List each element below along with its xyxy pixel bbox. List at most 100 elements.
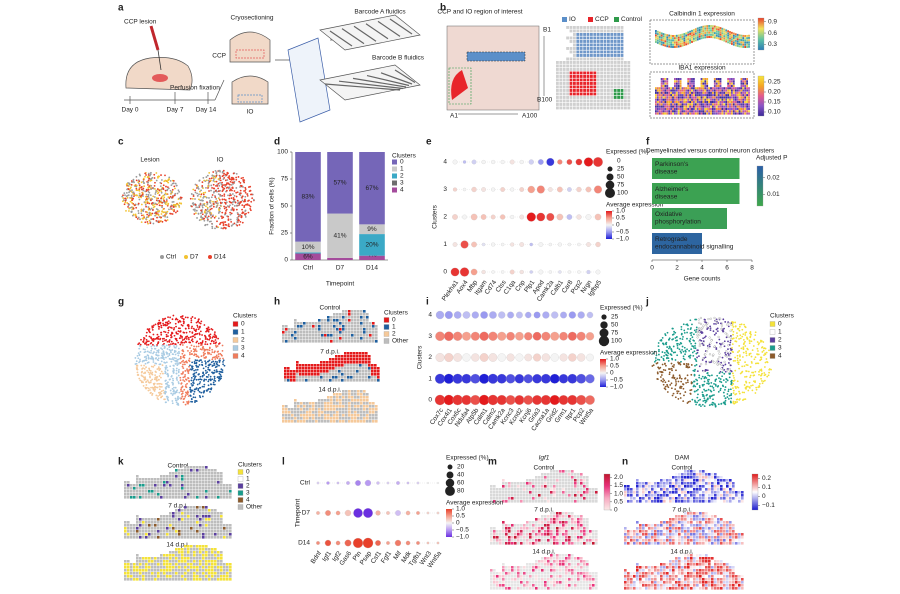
cell-point bbox=[166, 210, 169, 213]
cell-point bbox=[723, 360, 726, 363]
cell-point bbox=[679, 363, 682, 366]
heatmap-spot bbox=[727, 80, 729, 83]
cell-point bbox=[169, 334, 172, 337]
cell-point bbox=[182, 367, 185, 370]
cell-point bbox=[217, 379, 220, 382]
cell-point bbox=[748, 381, 751, 384]
cell-point bbox=[172, 379, 175, 382]
cell-point bbox=[153, 351, 155, 353]
cell-point bbox=[208, 197, 210, 199]
heatmap-spot bbox=[675, 94, 678, 97]
cell-point bbox=[152, 366, 155, 368]
heatmap-spot bbox=[674, 105, 676, 108]
spot bbox=[617, 40, 620, 43]
cell-point bbox=[200, 189, 202, 192]
cell-point bbox=[139, 379, 142, 382]
spot bbox=[300, 334, 303, 337]
cell-point bbox=[153, 347, 156, 350]
cell-point bbox=[235, 208, 238, 211]
spot bbox=[330, 337, 333, 340]
cell-point bbox=[692, 345, 695, 348]
heatmap-spot bbox=[719, 98, 722, 101]
cell-point bbox=[162, 319, 164, 322]
cell-point bbox=[201, 385, 204, 388]
heatmap-spot bbox=[738, 110, 741, 113]
heatmap-spot bbox=[694, 87, 697, 90]
cell-point bbox=[139, 343, 142, 346]
cell-point bbox=[142, 195, 144, 197]
cell-point bbox=[670, 367, 673, 370]
spot bbox=[583, 71, 586, 75]
spot bbox=[348, 319, 351, 322]
cell-point bbox=[188, 365, 190, 368]
cell-point bbox=[162, 372, 164, 375]
spot bbox=[586, 85, 590, 89]
heatmap-spot bbox=[691, 110, 693, 113]
cell-point bbox=[651, 365, 654, 367]
cell-point bbox=[193, 362, 196, 365]
cell-point bbox=[199, 381, 202, 383]
cell-point bbox=[243, 179, 246, 182]
cell-point bbox=[154, 214, 156, 217]
legend-swatch bbox=[232, 337, 239, 343]
spot bbox=[576, 96, 580, 99]
cell-point bbox=[736, 332, 738, 334]
spot bbox=[315, 322, 318, 325]
cell-point bbox=[741, 335, 744, 338]
heatmap-spot bbox=[658, 94, 661, 97]
cell-point bbox=[681, 349, 684, 351]
cell-point bbox=[197, 318, 200, 321]
cell-point bbox=[156, 188, 159, 190]
heatmap-spot bbox=[666, 110, 669, 113]
heatmap-spot bbox=[700, 96, 703, 99]
cell-point bbox=[135, 179, 138, 182]
spot bbox=[617, 92, 620, 96]
heatmap-spot bbox=[717, 96, 720, 99]
cell-point bbox=[759, 356, 762, 359]
cell-point bbox=[737, 361, 740, 364]
heatmap-spot bbox=[670, 89, 672, 92]
spot bbox=[294, 328, 297, 331]
cell-point bbox=[153, 177, 156, 179]
heatmap-spot bbox=[719, 84, 722, 87]
spot bbox=[291, 334, 294, 337]
heatmap-spot bbox=[731, 38, 733, 41]
heatmap-spot bbox=[691, 94, 693, 97]
spot bbox=[363, 325, 366, 328]
heatmap-spot bbox=[727, 112, 729, 115]
spot bbox=[596, 96, 600, 99]
spot bbox=[348, 331, 351, 334]
heatmap-spot bbox=[655, 103, 657, 106]
cell-point bbox=[166, 348, 169, 350]
cell-point bbox=[728, 394, 731, 397]
heatmap-spot bbox=[742, 103, 745, 106]
spot bbox=[559, 99, 563, 103]
colorbar bbox=[757, 17, 765, 51]
cell-point bbox=[143, 364, 145, 367]
spot bbox=[363, 331, 366, 334]
cell-point bbox=[215, 225, 218, 228]
spot bbox=[583, 29, 586, 33]
heatmap-spot bbox=[748, 87, 750, 90]
cell-point bbox=[200, 218, 203, 221]
heatmap-spot bbox=[675, 39, 678, 42]
cell-point bbox=[757, 362, 760, 365]
heatmap-spot bbox=[744, 43, 747, 46]
cell-point bbox=[666, 346, 669, 348]
spot bbox=[348, 310, 351, 313]
cell-point bbox=[723, 395, 726, 397]
heatmap-spot bbox=[734, 107, 737, 110]
cell-point bbox=[158, 319, 161, 322]
cell-point bbox=[147, 356, 150, 359]
cell-point bbox=[135, 187, 138, 190]
spot bbox=[576, 89, 580, 92]
cell-point bbox=[679, 392, 682, 395]
cell-point bbox=[156, 383, 159, 385]
heatmap-spot bbox=[719, 80, 722, 83]
legend-title: Clusters bbox=[770, 313, 795, 320]
heatmap-spot bbox=[681, 40, 684, 43]
cell-point bbox=[200, 355, 203, 358]
cell-point bbox=[685, 363, 688, 365]
heatmap-spot bbox=[679, 94, 682, 97]
heatmap-spot bbox=[679, 82, 682, 85]
